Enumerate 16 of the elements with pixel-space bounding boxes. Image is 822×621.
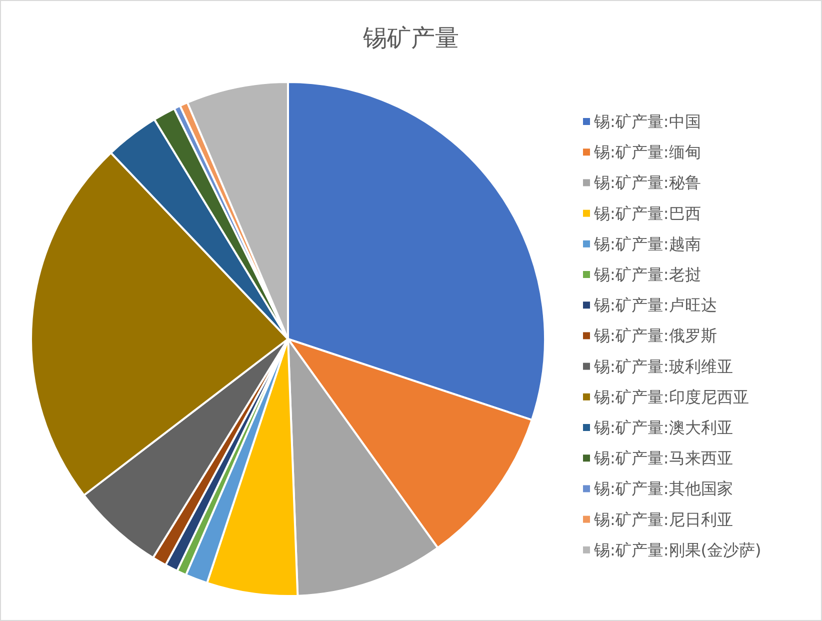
legend-label: 锡:矿产量:越南 <box>593 234 701 254</box>
legend-label: 锡:矿产量:老挝 <box>593 265 701 284</box>
legend-label: 锡:矿产量:马来西亚 <box>593 448 733 468</box>
legend-label: 锡:矿产量:刚果(金沙萨) <box>593 540 762 560</box>
legend-label: 锡:矿产量:俄罗斯 <box>593 326 717 346</box>
legend-label: 锡:矿产量:澳大利亚 <box>593 418 733 437</box>
legend-label: 锡:矿产量:卢旺达 <box>593 296 717 315</box>
legend-label: 锡:矿产量:巴西 <box>593 204 701 223</box>
legend-label: 锡:矿产量:中国 <box>593 112 701 131</box>
legend-label: 锡:矿产量:玻利维亚 <box>593 356 733 376</box>
legend-label: 锡:矿产量:尼日利亚 <box>593 510 733 529</box>
chart-title: 锡矿产量 <box>362 24 459 52</box>
legend-label: 锡:矿产量:缅甸 <box>593 142 701 162</box>
legend-label: 锡:矿产量:秘鲁 <box>593 173 701 192</box>
legend-label: 锡:矿产量:其他国家 <box>593 479 733 498</box>
legend-label: 锡:矿产量:印度尼西亚 <box>593 387 749 406</box>
